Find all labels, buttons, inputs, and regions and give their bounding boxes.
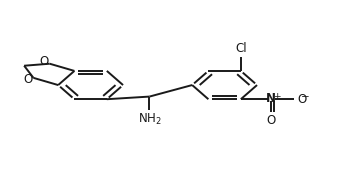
Text: NH$_2$: NH$_2$	[138, 112, 161, 127]
Text: Cl: Cl	[235, 42, 247, 55]
Text: O: O	[23, 73, 33, 86]
Text: O: O	[267, 114, 276, 127]
Text: O: O	[40, 55, 49, 68]
Text: O: O	[298, 93, 307, 106]
Text: +: +	[273, 92, 281, 101]
Text: N: N	[266, 92, 276, 105]
Text: −: −	[301, 92, 310, 102]
